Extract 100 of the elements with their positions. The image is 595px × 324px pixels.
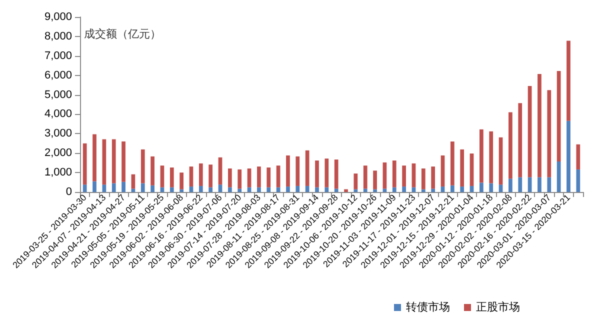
bar xyxy=(373,170,377,190)
bar xyxy=(402,166,406,187)
bar xyxy=(460,186,464,192)
bar xyxy=(576,169,580,192)
bar xyxy=(180,172,184,190)
bar xyxy=(112,139,116,184)
y-tick-label: 7,000 xyxy=(44,50,72,62)
bar xyxy=(266,187,271,192)
bar xyxy=(421,189,426,192)
bar xyxy=(363,188,368,192)
bar xyxy=(82,184,87,192)
bar xyxy=(82,143,87,185)
bar xyxy=(373,189,377,192)
legend-label: 正股市场 xyxy=(476,300,520,314)
y-tick-label: 3,000 xyxy=(44,128,72,140)
y-tick-label: 9,000 xyxy=(44,11,72,23)
bar xyxy=(247,168,252,188)
bar xyxy=(528,86,532,178)
bar xyxy=(498,137,503,185)
bar xyxy=(421,168,426,190)
bar xyxy=(189,166,194,187)
bar xyxy=(576,144,580,170)
bar xyxy=(180,189,184,192)
bar xyxy=(556,161,561,192)
bar xyxy=(547,90,552,178)
bar xyxy=(528,177,532,192)
bar xyxy=(257,187,261,192)
y-tick-label: 5,000 xyxy=(44,88,72,101)
legend-label: 转债市场 xyxy=(406,300,450,314)
bar xyxy=(315,187,319,192)
bar xyxy=(460,149,464,187)
bar xyxy=(363,166,368,189)
bar xyxy=(131,188,136,192)
y-tick-label: 2,000 xyxy=(44,147,72,160)
bar xyxy=(92,134,96,182)
bar xyxy=(382,188,387,192)
bar xyxy=(102,184,106,192)
y-axis-title: 成交额（亿元） xyxy=(84,28,161,40)
bar xyxy=(518,177,522,192)
bar xyxy=(140,183,145,192)
bar xyxy=(257,166,261,188)
bar xyxy=(324,158,329,188)
bar xyxy=(140,149,145,184)
bar xyxy=(354,189,358,192)
bar xyxy=(470,186,474,192)
bar xyxy=(218,157,222,185)
bar xyxy=(189,186,194,192)
bar xyxy=(150,156,154,186)
bar xyxy=(315,160,319,188)
bar xyxy=(92,181,96,192)
bar xyxy=(334,160,338,189)
bar xyxy=(508,178,512,192)
bar xyxy=(122,141,126,182)
bar xyxy=(266,168,271,188)
bar xyxy=(208,187,213,192)
bar xyxy=(450,185,454,192)
bar xyxy=(286,155,290,187)
bar xyxy=(170,187,174,192)
bar xyxy=(470,154,474,186)
y-tick-label: 0 xyxy=(66,186,72,198)
bar xyxy=(305,186,310,192)
bar xyxy=(160,166,164,188)
bar xyxy=(566,40,570,121)
bar xyxy=(276,166,280,188)
bar xyxy=(122,182,126,192)
bar xyxy=(198,163,203,186)
bar xyxy=(198,186,203,192)
bar xyxy=(480,129,484,183)
bar xyxy=(480,182,484,192)
bar xyxy=(440,186,445,192)
bar xyxy=(305,150,310,186)
bar xyxy=(489,131,494,184)
bar xyxy=(489,183,494,192)
y-tick-label: 1,000 xyxy=(44,166,72,179)
bar xyxy=(150,185,154,192)
bar xyxy=(238,169,242,189)
bar xyxy=(354,174,358,190)
bar xyxy=(508,112,512,179)
bar xyxy=(102,139,106,185)
bar xyxy=(344,189,348,192)
bar xyxy=(566,120,570,192)
bar xyxy=(431,188,435,192)
bar xyxy=(228,168,232,188)
y-tick-label: 4,000 xyxy=(44,108,72,120)
bar xyxy=(208,164,213,188)
bar xyxy=(334,188,338,192)
y-tick-label: 8,000 xyxy=(44,30,72,42)
bar xyxy=(296,156,300,186)
bar xyxy=(296,186,300,192)
bar xyxy=(547,177,552,192)
bar xyxy=(392,160,396,188)
bar xyxy=(392,187,396,192)
bar xyxy=(556,71,561,162)
bar xyxy=(170,168,174,188)
bar xyxy=(228,187,232,192)
bar xyxy=(498,184,503,192)
bar xyxy=(286,186,290,192)
bar xyxy=(218,184,222,192)
bar xyxy=(238,188,242,192)
bar xyxy=(440,155,445,187)
